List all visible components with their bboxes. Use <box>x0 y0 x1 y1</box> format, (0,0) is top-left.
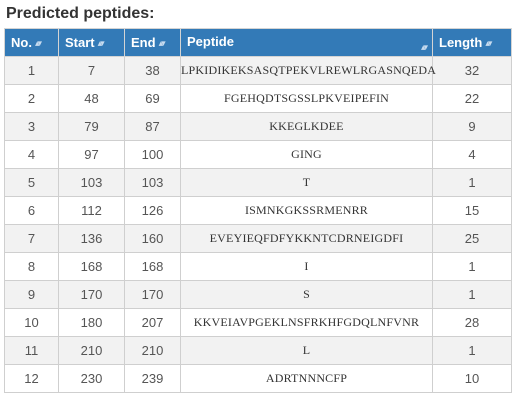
cell-length: 25 <box>432 224 512 253</box>
cell-start: 79 <box>58 112 125 141</box>
cell-length: 22 <box>432 84 512 113</box>
cell-end: 160 <box>124 224 181 253</box>
table-row: 12 230 239 ADRTNNNCFP 10 <box>4 364 512 393</box>
cell-start: 103 <box>58 168 125 197</box>
column-header-start[interactable]: Start ▴▾ <box>58 28 125 57</box>
table-row: 9 170 170 S 1 <box>4 280 512 309</box>
table-row: 3 79 87 KKEGLKDEE 9 <box>4 112 512 141</box>
cell-length: 1 <box>432 336 512 365</box>
cell-length: 32 <box>432 56 512 85</box>
table-row: 2 48 69 FGEHQDTSGSSLPKVEIPEFIN 22 <box>4 84 512 113</box>
table-body: 1 7 38 LPKIDIKEKSASQTPEKVLREWLRGASNQEDA 32 2 4… <box>4 56 512 393</box>
column-header-peptide[interactable]: Peptide ▴▾ <box>180 28 433 57</box>
cell-end: 100 <box>124 140 181 169</box>
cell-end: 207 <box>124 308 181 337</box>
cell-length: 1 <box>432 280 512 309</box>
cell-start: 180 <box>58 308 125 337</box>
cell-peptide: FGEHQDTSGSSLPKVEIPEFIN <box>180 84 433 113</box>
cell-length: 1 <box>432 252 512 281</box>
table-row: 5 103 103 T 1 <box>4 168 512 197</box>
cell-end: 38 <box>124 56 181 85</box>
cell-peptide: KKEGLKDEE <box>180 112 433 141</box>
cell-peptide: T <box>180 168 433 197</box>
cell-no: 11 <box>4 336 59 365</box>
cell-length: 28 <box>432 308 512 337</box>
cell-peptide: L <box>180 336 433 365</box>
cell-no: 5 <box>4 168 59 197</box>
cell-end: 87 <box>124 112 181 141</box>
sort-icon[interactable]: ▴▾ <box>420 41 428 52</box>
cell-length: 4 <box>432 140 512 169</box>
cell-start: 112 <box>58 196 125 225</box>
table-header-row: No. ▴▾ Start ▴▾ End ▴▾ Peptide ▴▾ Length ▴▾ <box>4 28 512 57</box>
cell-end: 239 <box>124 364 181 393</box>
cell-no: 9 <box>4 280 59 309</box>
table-row: 10 180 207 KKVEIAVPGEKLNSFRKHFGDQLNFVNR 28 <box>4 308 512 337</box>
column-header-no[interactable]: No. ▴▾ <box>4 28 59 57</box>
cell-end: 210 <box>124 336 181 365</box>
table-row: 4 97 100 GING 4 <box>4 140 512 169</box>
cell-start: 170 <box>58 280 125 309</box>
page-title: Predicted peptides: <box>6 5 155 22</box>
table-row: 11 210 210 L 1 <box>4 336 512 365</box>
column-header-label: No. <box>11 35 32 50</box>
cell-end: 126 <box>124 196 181 225</box>
cell-no: 1 <box>4 56 59 85</box>
cell-length: 1 <box>432 168 512 197</box>
cell-peptide: ISMNKGKSSRMENRR <box>180 196 433 225</box>
cell-start: 168 <box>58 252 125 281</box>
cell-no: 2 <box>4 84 59 113</box>
table-row: 7 136 160 EVEYIEQFDFYKKNTCDRNEIGDFI 25 <box>4 224 512 253</box>
cell-start: 230 <box>58 364 125 393</box>
column-header-label: Peptide <box>187 33 234 49</box>
cell-length: 15 <box>432 196 512 225</box>
cell-peptide: I <box>180 252 433 281</box>
sort-icon[interactable]: ▴▾ <box>97 38 105 48</box>
cell-no: 8 <box>4 252 59 281</box>
cell-peptide: KKVEIAVPGEKLNSFRKHFGDQLNFVNR <box>180 308 433 337</box>
cell-length: 9 <box>432 112 512 141</box>
cell-no: 6 <box>4 196 59 225</box>
cell-no: 10 <box>4 308 59 337</box>
column-header-end[interactable]: End ▴▾ <box>124 28 181 57</box>
sort-icon[interactable]: ▴▾ <box>34 38 42 48</box>
cell-start: 48 <box>58 84 125 113</box>
column-header-label: End <box>131 35 156 50</box>
sort-icon[interactable]: ▴▾ <box>158 38 166 48</box>
sort-icon[interactable]: ▴▾ <box>485 38 492 48</box>
cell-end: 170 <box>124 280 181 309</box>
cell-peptide: S <box>180 280 433 309</box>
cell-start: 210 <box>58 336 125 365</box>
cell-no: 4 <box>4 140 59 169</box>
cell-start: 97 <box>58 140 125 169</box>
cell-end: 168 <box>124 252 181 281</box>
cell-peptide: LPKIDIKEKSASQTPEKVLREWLRGASNQEDA <box>180 56 436 85</box>
table-row: 6 112 126 ISMNKGKSSRMENRR 15 <box>4 196 512 225</box>
cell-length: 10 <box>432 364 512 393</box>
cell-peptide: ADRTNNNCFP <box>180 364 433 393</box>
peptides-table: No. ▴▾ Start ▴▾ End ▴▾ Peptide ▴▾ Length ▴▾ 1… <box>4 28 512 393</box>
cell-end: 103 <box>124 168 181 197</box>
cell-peptide: GING <box>180 140 433 169</box>
cell-start: 136 <box>58 224 125 253</box>
cell-end: 69 <box>124 84 181 113</box>
cell-start: 7 <box>58 56 125 85</box>
column-header-length[interactable]: Length ▴▾ <box>432 28 512 57</box>
column-header-label: Length <box>439 35 483 50</box>
cell-no: 7 <box>4 224 59 253</box>
cell-no: 3 <box>4 112 59 141</box>
cell-no: 12 <box>4 364 59 393</box>
table-row: 1 7 38 LPKIDIKEKSASQTPEKVLREWLRGASNQEDA 32 <box>4 56 512 85</box>
column-header-label: Start <box>65 35 95 50</box>
cell-peptide: EVEYIEQFDFYKKNTCDRNEIGDFI <box>180 224 433 253</box>
table-row: 8 168 168 I 1 <box>4 252 512 281</box>
